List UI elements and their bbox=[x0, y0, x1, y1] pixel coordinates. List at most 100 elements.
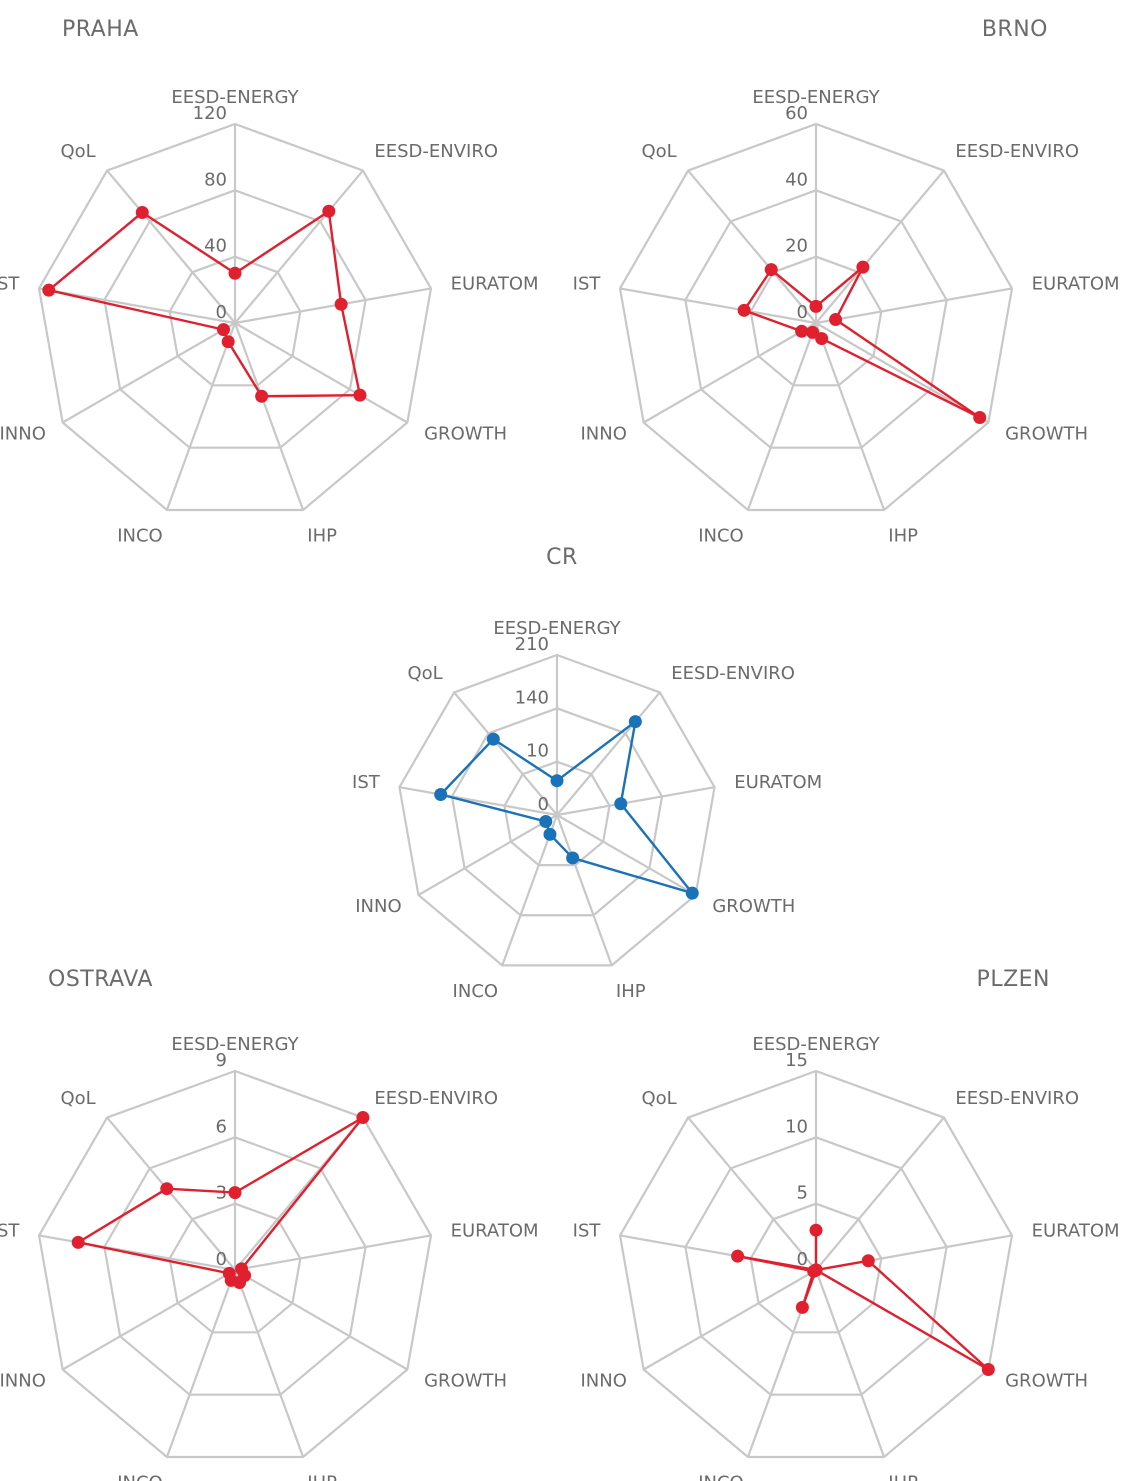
axis-spoke bbox=[233, 1269, 305, 1458]
grid-ring bbox=[684, 189, 948, 449]
tick-label: 0 bbox=[797, 1249, 808, 1270]
tick-label: 80 bbox=[204, 169, 227, 190]
axis-spoke bbox=[233, 322, 305, 511]
grid-ring bbox=[503, 760, 611, 867]
data-point-eesd-enviro bbox=[322, 204, 336, 218]
category-label-growth: GROWTH bbox=[1005, 1371, 1088, 1392]
grid-ring bbox=[168, 255, 302, 387]
tick-label: 6 bbox=[216, 1116, 227, 1137]
data-point-eesd-energy bbox=[809, 1223, 823, 1237]
data-point-eesd-enviro bbox=[356, 1111, 370, 1125]
axis-spoke bbox=[814, 1269, 886, 1458]
axis-spoke bbox=[399, 786, 558, 817]
tick-label: 9 bbox=[216, 1050, 227, 1071]
category-label-euratom: EURATOM bbox=[451, 1220, 539, 1241]
data-point-euratom bbox=[614, 797, 628, 811]
data-point-inno bbox=[795, 324, 809, 338]
data-point-qol bbox=[764, 263, 778, 277]
tick-label: 60 bbox=[785, 103, 808, 124]
tick-label: 0 bbox=[538, 794, 549, 815]
series-line bbox=[742, 265, 981, 419]
category-label-inco: INCO bbox=[698, 1473, 744, 1481]
category-label-qol: QoL bbox=[408, 663, 443, 684]
axis-spoke bbox=[815, 169, 945, 324]
axis-spoke bbox=[815, 1116, 945, 1271]
data-point-eesd-enviro bbox=[628, 715, 642, 729]
data-point-growth bbox=[685, 886, 699, 900]
category-label-growth: GROWTH bbox=[424, 1371, 507, 1392]
category-label-eesd-enviro: EESD-ENVIRO bbox=[671, 663, 795, 684]
axis-spoke bbox=[106, 169, 236, 324]
data-point-inno bbox=[217, 323, 231, 337]
chart-title: PRAHA bbox=[62, 17, 139, 42]
grid-ring bbox=[37, 122, 433, 512]
axis-spoke bbox=[234, 169, 364, 324]
tick-label: 3 bbox=[216, 1183, 227, 1204]
data-point-euratom bbox=[334, 297, 348, 311]
data-point-ist bbox=[71, 1235, 85, 1249]
category-label-inco: INCO bbox=[453, 981, 499, 1002]
tick-label: 40 bbox=[204, 236, 227, 257]
grid-ring bbox=[398, 653, 716, 967]
category-label-euratom: EURATOM bbox=[1032, 1220, 1120, 1241]
grid-ring bbox=[37, 1069, 433, 1459]
data-point-qol bbox=[160, 1182, 174, 1196]
axis-spoke bbox=[687, 169, 817, 324]
data-point-ihp bbox=[255, 389, 269, 403]
category-label-ist: IST bbox=[573, 273, 602, 294]
category-label-qol: QoL bbox=[60, 1088, 95, 1109]
category-label-ist: IST bbox=[352, 772, 381, 793]
data-point-ihp bbox=[815, 332, 829, 346]
axis-spoke bbox=[106, 1116, 236, 1271]
category-label-eesd-enviro: EESD-ENVIRO bbox=[955, 1088, 1079, 1109]
category-label-eesd-energy: EESD-ENERGY bbox=[752, 87, 880, 108]
axis-spoke bbox=[417, 814, 558, 896]
data-point-eesd-enviro bbox=[856, 260, 870, 274]
tick-label: 120 bbox=[193, 103, 227, 124]
category-label-qol: QoL bbox=[641, 141, 676, 162]
data-point-inco bbox=[795, 1300, 809, 1314]
axis-spoke bbox=[556, 786, 715, 817]
grid-ring bbox=[103, 1136, 367, 1396]
data-point-eesd-energy bbox=[809, 299, 823, 313]
category-label-ihp: IHP bbox=[616, 981, 646, 1002]
axis-spoke bbox=[814, 322, 886, 511]
data-point-ist bbox=[42, 283, 56, 297]
tick-label: 210 bbox=[515, 634, 549, 655]
axis-spoke bbox=[619, 287, 817, 325]
data-point-ihp bbox=[566, 851, 580, 865]
axis-spoke bbox=[165, 322, 237, 511]
grid-ring bbox=[168, 1202, 302, 1334]
axis-spoke bbox=[556, 691, 661, 816]
tick-label: 0 bbox=[216, 1249, 227, 1270]
tick-label: 140 bbox=[515, 687, 549, 708]
axis-spoke bbox=[234, 1234, 432, 1272]
category-label-inno: INNO bbox=[580, 1371, 626, 1392]
axis-spoke bbox=[234, 287, 432, 325]
tick-label: 20 bbox=[785, 236, 808, 257]
axis-spoke bbox=[815, 322, 989, 424]
grid-ring bbox=[749, 255, 883, 387]
chart-title: PLZEN bbox=[977, 967, 1050, 992]
axis-spoke bbox=[687, 1116, 817, 1271]
axis-spoke bbox=[165, 1269, 237, 1458]
data-point-ist bbox=[731, 1249, 745, 1263]
data-point-inno bbox=[222, 1266, 236, 1280]
axis-spoke bbox=[234, 322, 408, 424]
axis-spoke bbox=[746, 322, 818, 511]
category-label-ist: IST bbox=[0, 1220, 20, 1241]
category-label-eesd-energy: EESD-ENERGY bbox=[493, 618, 621, 639]
tick-label: 5 bbox=[797, 1183, 808, 1204]
category-label-inco: INCO bbox=[117, 526, 163, 547]
axis-spoke bbox=[555, 814, 613, 966]
category-label-inno: INNO bbox=[580, 424, 626, 445]
axis-spoke bbox=[643, 1269, 817, 1371]
category-label-qol: QoL bbox=[60, 141, 95, 162]
data-point-growth bbox=[973, 411, 987, 425]
category-label-ist: IST bbox=[573, 1220, 602, 1241]
